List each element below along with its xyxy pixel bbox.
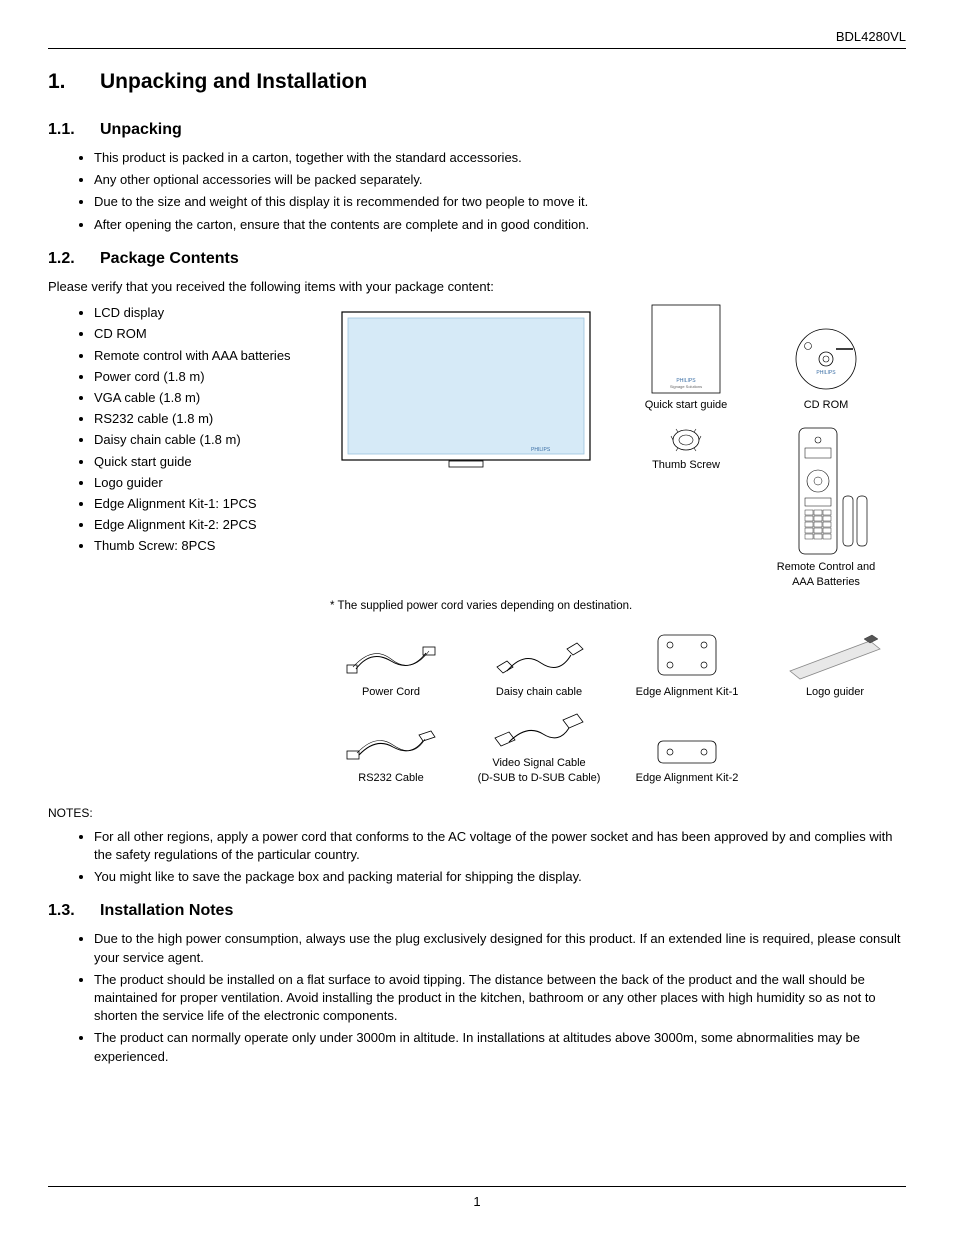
- list-item: Thumb Screw: 8PCS: [94, 537, 308, 555]
- list-item: Due to the size and weight of this displ…: [94, 193, 906, 211]
- svg-text:PHILIPS: PHILIPS: [816, 370, 836, 376]
- remote-diagram: Remote Control and AAA Batteries: [766, 426, 886, 591]
- list-item: The product can normally operate only un…: [94, 1029, 906, 1065]
- list-item: Daisy chain cable (1.8 m): [94, 431, 308, 449]
- edge-alignment-kit-2-icon: [622, 737, 752, 767]
- cdrom-icon: PHILIPS: [791, 324, 861, 394]
- video-signal-cable-icon: [474, 710, 604, 752]
- list-item: This product is packed in a carton, toge…: [94, 149, 906, 167]
- power-cord-footnote: * The supplied power cord varies dependi…: [330, 598, 906, 614]
- thumb-screw-label: Thumb Screw: [652, 458, 720, 473]
- package-list: LCD display CD ROM Remote control with A…: [48, 304, 308, 555]
- package-intro: Please verify that you received the foll…: [48, 278, 906, 296]
- list-item: VGA cable (1.8 m): [94, 389, 308, 407]
- package-contents-row: LCD display CD ROM Remote control with A…: [48, 304, 906, 786]
- logo-guider-diagram: Logo guider: [770, 631, 900, 700]
- list-item: CD ROM: [94, 325, 308, 343]
- list-item: Any other optional accessories will be p…: [94, 171, 906, 189]
- page-number: 1: [48, 1193, 906, 1211]
- header-rule: [48, 48, 906, 49]
- diagram-grid-bottom: Power Cord Daisy chain cable: [326, 629, 906, 787]
- video-cable-label-1: Video Signal Cable: [474, 756, 604, 771]
- section-1-text: Unpacking and Installation: [100, 70, 367, 93]
- section-1-3-title: 1.3.Installation Notes: [48, 900, 906, 922]
- footer-rule: [48, 1186, 906, 1187]
- display-diagram: PHILIPS: [341, 311, 591, 473]
- thumb-screw-icon: [652, 426, 720, 454]
- quick-start-label: Quick start guide: [645, 398, 728, 413]
- quick-start-guide-icon: PHILIPS Signage Solutions: [645, 304, 728, 394]
- edge-kit-2-diagram: Edge Alignment Kit-2: [622, 737, 752, 786]
- rs232-label: RS232 Cable: [326, 771, 456, 786]
- section-1-2-text: Package Contents: [100, 250, 239, 267]
- notes-heading: NOTES:: [48, 805, 906, 822]
- edge-kit-2-label: Edge Alignment Kit-2: [622, 771, 752, 786]
- section-1-1-text: Unpacking: [100, 121, 182, 138]
- list-item: Logo guider: [94, 474, 308, 492]
- edge-kit-1-label: Edge Alignment Kit-1: [622, 685, 752, 700]
- list-item: For all other regions, apply a power cor…: [94, 828, 906, 864]
- package-list-column: LCD display CD ROM Remote control with A…: [48, 304, 308, 786]
- header-model: BDL4280VL: [48, 28, 906, 46]
- power-cord-icon: [326, 639, 456, 681]
- video-cable-diagram: Video Signal Cable (D-SUB to D-SUB Cable…: [474, 710, 604, 787]
- thumb-screw-diagram: Thumb Screw: [652, 426, 720, 473]
- cdrom-diagram: PHILIPS CD ROM: [791, 324, 861, 413]
- edge-kit-1-diagram: Edge Alignment Kit-1: [622, 629, 752, 700]
- rs232-diagram: RS232 Cable: [326, 725, 456, 786]
- rs232-cable-icon: [326, 725, 456, 767]
- diagram-grid-top: PHILIPS PHILIPS Signage Solutions Quick …: [326, 304, 906, 590]
- daisy-chain-diagram: Daisy chain cable: [474, 639, 604, 700]
- list-item: Power cord (1.8 m): [94, 368, 308, 386]
- list-item: The product should be installed on a fla…: [94, 971, 906, 1026]
- list-item: Quick start guide: [94, 453, 308, 471]
- section-1-3-num: 1.3.: [48, 900, 100, 922]
- power-cord-diagram: Power Cord: [326, 639, 456, 700]
- list-item: After opening the carton, ensure that th…: [94, 216, 906, 234]
- video-cable-label-2: (D-SUB to D-SUB Cable): [474, 771, 604, 786]
- daisy-chain-label: Daisy chain cable: [474, 685, 604, 700]
- logo-guider-icon: [770, 631, 900, 681]
- unpacking-list: This product is packed in a carton, toge…: [48, 149, 906, 234]
- section-1-2-num: 1.2.: [48, 248, 100, 270]
- section-1-title: 1.Unpacking and Installation: [48, 67, 906, 96]
- remote-control-icon: [766, 426, 886, 556]
- page-footer: 1: [48, 1186, 906, 1211]
- section-1-num: 1.: [48, 67, 100, 96]
- daisy-chain-cable-icon: [474, 639, 604, 681]
- section-1-1-title: 1.1.Unpacking: [48, 119, 906, 141]
- list-item: LCD display: [94, 304, 308, 322]
- svg-text:Signage Solutions: Signage Solutions: [670, 384, 702, 389]
- list-item: You might like to save the package box a…: [94, 868, 906, 886]
- edge-alignment-kit-1-icon: [622, 629, 752, 681]
- installation-notes-list: Due to the high power consumption, alway…: [48, 930, 906, 1065]
- notes-list: For all other regions, apply a power cor…: [48, 828, 906, 887]
- quick-start-diagram: PHILIPS Signage Solutions Quick start gu…: [645, 304, 728, 413]
- logo-guider-label: Logo guider: [770, 685, 900, 700]
- cdrom-label: CD ROM: [791, 398, 861, 413]
- section-1-3-text: Installation Notes: [100, 902, 233, 919]
- list-item: Remote control with AAA batteries: [94, 347, 308, 365]
- lcd-display-icon: PHILIPS: [341, 311, 591, 469]
- package-diagrams: PHILIPS PHILIPS Signage Solutions Quick …: [326, 304, 906, 786]
- list-item: Due to the high power consumption, alway…: [94, 930, 906, 966]
- section-1-1-num: 1.1.: [48, 119, 100, 141]
- power-cord-label: Power Cord: [326, 685, 456, 700]
- list-item: RS232 cable (1.8 m): [94, 410, 308, 428]
- section-1-2-title: 1.2.Package Contents: [48, 248, 906, 270]
- svg-text:PHILIPS: PHILIPS: [531, 447, 551, 453]
- list-item: Edge Alignment Kit-2: 2PCS: [94, 516, 308, 534]
- list-item: Edge Alignment Kit-1: 1PCS: [94, 495, 308, 513]
- remote-label: Remote Control and AAA Batteries: [766, 560, 886, 591]
